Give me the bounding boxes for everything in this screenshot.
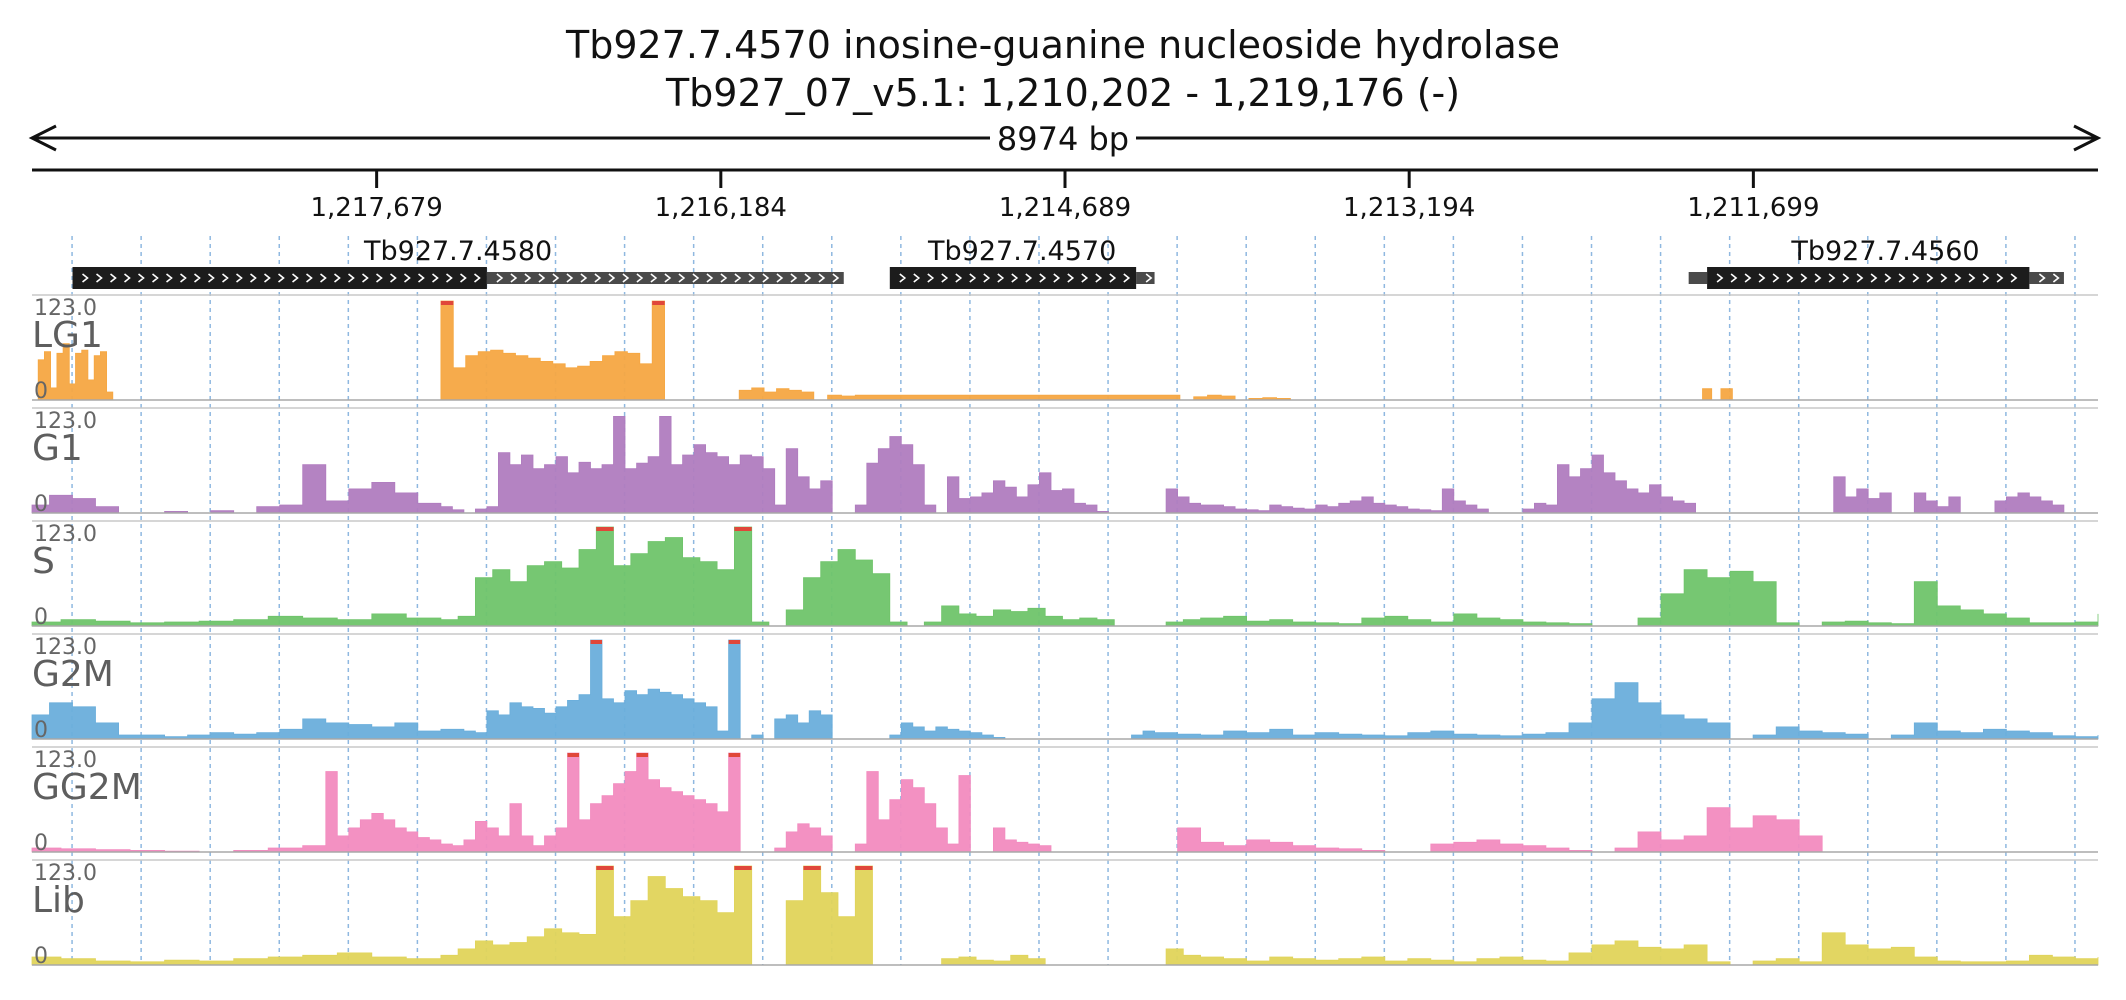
track-min-label: 0 [34,605,48,630]
cds-block [1707,267,2030,289]
track-g1: 123.0 0 G1 [31,407,2098,517]
track-g2m: 123.0 0 G2M [31,633,2099,743]
track-max-label: 123.0 [34,409,97,434]
track-max-label: 123.0 [34,522,97,547]
track-lib: 123.0 0 Lib [31,859,2099,969]
tick-label: 1,214,689 [999,193,1131,223]
clip-marker [596,527,614,531]
span-label-bg [990,120,1136,156]
strand-arrows [496,273,840,283]
region-title: Tb927_07_v5.1: 1,210,202 - 1,219,176 (-) [665,71,1460,115]
cds-block [889,267,1137,289]
track-name: S [32,541,55,582]
span-label: 8974 bp [997,120,1129,158]
track-name: Lib [32,880,85,921]
coverage-area [31,865,2099,966]
coverage-tracks: 123.00LG1123.00G1123.00S123.00G2M123.00G… [31,294,2099,969]
tick-label: 1,213,194 [1343,193,1475,223]
clip-marker [652,301,665,305]
coverage-area [31,526,2099,627]
tick-label: 1,211,699 [1687,193,1819,223]
coverage-area [31,639,2099,740]
strand-arrows [899,273,1131,283]
strand-arrows [82,273,481,283]
utr-block [1136,272,1155,284]
clip-marker [590,640,603,644]
gene-label: Tb927.7.4580 [363,236,552,267]
clip-marker [728,753,741,757]
track-name: LG1 [32,315,103,356]
gene-Tb927.7.4560: Tb927.7.4560 [1688,236,2064,289]
clip-marker [728,640,741,644]
track-min-label: 0 [34,718,48,743]
gene-label: Tb927.7.4560 [1790,236,1979,267]
track-s: 123.0 0 S [31,520,2099,630]
track-max-label: 123.0 [34,296,97,321]
track-name: G2M [32,654,114,695]
track-min-label: 0 [34,492,48,517]
gene-track: Tb927.7.4580 Tb927.7.4570 Tb927.7.4560 [72,236,2064,289]
coverage-area [31,416,2098,514]
tick-label: 1,216,184 [655,193,787,223]
clip-marker [636,753,649,757]
strand-arrows [2038,273,2060,283]
clip-marker [803,866,821,870]
track-min-label: 0 [34,944,48,969]
track-lg1: 123.0 0 LG1 [32,294,2098,404]
track-max-label: 123.0 [34,748,97,773]
coverage-area [32,300,1733,401]
track-name: GG2M [32,767,142,808]
gene-title: Tb927.7.4570 inosine-guanine nucleoside … [565,23,1560,67]
track-min-label: 0 [34,831,48,856]
clip-marker [596,866,614,870]
gene-Tb927.7.4570: Tb927.7.4570 [889,236,1155,289]
tick-label: 1,217,679 [310,193,442,223]
grid-lines [71,236,2076,965]
track-max-label: 123.0 [34,635,97,660]
clip-marker [440,301,454,305]
track-name: G1 [32,428,83,469]
clip-marker [734,866,752,870]
track-max-label: 123.0 [34,861,97,886]
strand-arrows [1145,273,1153,283]
span-arrow: 8974 bp [28,120,2102,158]
header: Tb927.7.4570 inosine-guanine nucleoside … [28,23,2102,158]
utr-block [486,272,844,284]
track-gg2m: 123.0 0 GG2M [31,746,2098,856]
utr-block [1688,272,1708,284]
cds-block [72,267,487,289]
clip-marker [567,753,580,757]
strand-arrows [1716,273,2018,283]
coordinate-axis: 1,217,679 1,216,184 1,214,689 1,213,194 1,21… [32,168,2098,223]
gene-label: Tb927.7.4570 [927,236,1116,267]
track-min-label: 0 [34,379,48,404]
gene-Tb927.7.4580: Tb927.7.4580 [72,236,844,289]
clip-marker [734,527,752,531]
clip-marker [855,866,873,870]
coverage-area [31,752,2098,853]
